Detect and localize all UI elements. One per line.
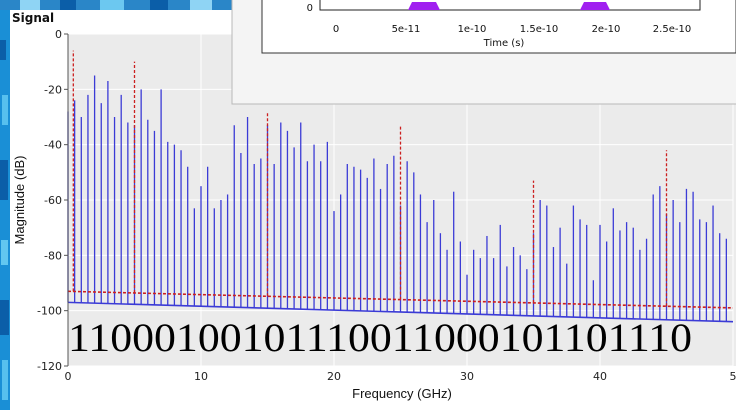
inset-plot-frame — [319, 0, 701, 11]
inset-x-label: Time (s) — [483, 38, 525, 49]
inset-pulse-2 — [580, 2, 610, 10]
x-tick-label-1: 10 — [194, 370, 208, 383]
y-tick-label-6: -120 — [37, 360, 62, 373]
x-tick-label-4: 40 — [593, 370, 607, 383]
y-tick-label-1: -20 — [44, 83, 62, 96]
x-axis-label: Frequency (GHz) — [352, 386, 452, 401]
inset-x-tick-1: 5e-11 — [392, 24, 421, 35]
inset-x-tick-4: 2e-10 — [592, 24, 621, 35]
y-tick-labels: 0 -20 -40 -60 -80 -100 -120 — [37, 28, 68, 373]
blue-floor — [67, 301, 734, 323]
inset-pulse-1 — [408, 2, 440, 10]
inset-y-tick: 0 — [307, 3, 313, 14]
y-tick-label-3: -60 — [44, 194, 62, 207]
x-tick-label-2: 20 — [327, 370, 341, 383]
x-tick-label-3: 30 — [460, 370, 474, 383]
x-tick-label-0: 0 — [65, 370, 72, 383]
y-axis-label: Magnitude (dB) — [12, 156, 27, 245]
signal-title: Signal — [12, 11, 54, 25]
magnitude-series — [67, 75, 734, 323]
y-tick-label-4: -80 — [44, 249, 62, 262]
inset-x-tick-2: 1e-10 — [458, 24, 487, 35]
left-decor-stripe — [0, 0, 10, 410]
bit-sequence-overlay: 11000100101110011000101101110 — [68, 315, 692, 360]
inset-time-plot: 0 0 5e-11 1e-10 1.5e-10 2e-10 2.5e-10 Ti… — [231, 0, 736, 105]
y-tick-label-2: -40 — [44, 139, 62, 152]
top-decor-strip — [0, 0, 232, 10]
y-tick-label-0: 0 — [55, 28, 62, 41]
y-tick-label-5: -100 — [37, 305, 62, 318]
inset-x-tick-0: 0 — [333, 24, 339, 35]
x-tick-labels: 0 10 20 30 40 5 — [65, 370, 736, 383]
reference-series — [67, 50, 734, 309]
inset-x-tick-3: 1.5e-10 — [520, 24, 558, 35]
red-floor — [67, 290, 734, 309]
inset-x-tick-5: 2.5e-10 — [653, 24, 691, 35]
x-tick-label-5: 5 — [730, 370, 736, 383]
